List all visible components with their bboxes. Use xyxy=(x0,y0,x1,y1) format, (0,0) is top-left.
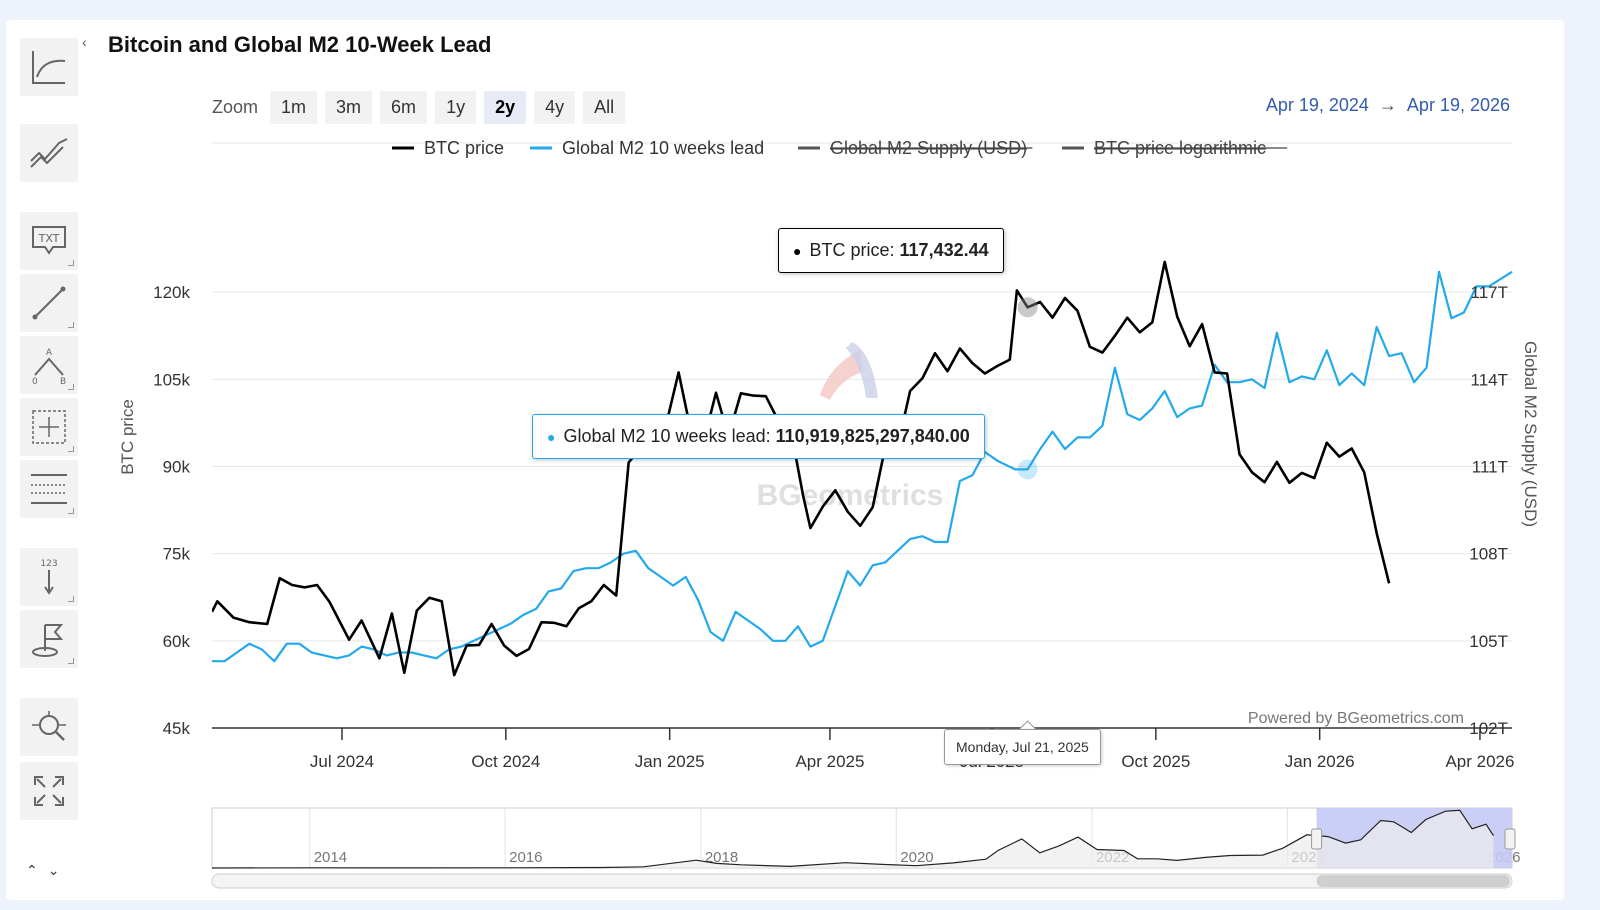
m2-tooltip: ● Global M2 10 weeks lead: 110,919,825,2… xyxy=(532,414,985,459)
x-tick-label: Oct 2024 xyxy=(471,752,540,771)
y-right-tick-label: 108T xyxy=(1469,545,1508,564)
text-annotation-button[interactable]: TXT xyxy=(20,212,78,270)
y-left-tick-label: 45k xyxy=(163,719,191,738)
navigator-label: 2020 xyxy=(900,849,933,866)
zoom-1y-button[interactable]: 1y xyxy=(435,90,477,124)
x-tick-label: Apr 2025 xyxy=(795,752,864,771)
vertical-counter-button[interactable]: 123 xyxy=(20,548,78,606)
x-axis-tooltip: Monday, Jul 21, 2025 xyxy=(944,729,1101,765)
x-tick-label: Oct 2025 xyxy=(1121,752,1190,771)
y-left-tick-label: 75k xyxy=(163,545,191,564)
abc-pattern-button[interactable]: A 0 B xyxy=(20,336,78,394)
svg-text:123: 123 xyxy=(40,559,57,569)
y-right-axis-title: Global M2 Supply (USD) xyxy=(1521,341,1540,527)
btc-price-line xyxy=(212,260,1391,677)
zoom-3m-button[interactable]: 3m xyxy=(325,90,373,124)
svg-text:0: 0 xyxy=(32,377,38,385)
toolbar-scroll-arrows[interactable]: ⌃⌄ xyxy=(26,862,69,879)
fibonacci-button[interactable] xyxy=(20,460,78,518)
collapse-toolbar-icon[interactable]: ‹ xyxy=(82,34,87,50)
zoom-pan-icon xyxy=(32,711,66,741)
x-tick-label: Jan 2026 xyxy=(1285,752,1355,771)
abc-pattern-icon: A 0 B xyxy=(32,348,66,385)
btc-tooltip-dot: ● xyxy=(793,243,802,259)
date-range: Apr 19, 2024 → Apr 19, 2026 xyxy=(1266,95,1510,116)
chevron-down-icon[interactable]: ⌄ xyxy=(47,862,70,878)
text-annotation-icon: TXT xyxy=(32,226,66,255)
btc-tooltip-label: BTC price: xyxy=(809,240,895,260)
legend-item[interactable]: Global M2 10 weeks lead xyxy=(562,138,764,158)
x-tick-label: Jan 2025 xyxy=(635,752,705,771)
m2-tooltip-value: 110,919,825,297,840.00 xyxy=(775,426,970,446)
zoom-4y-button[interactable]: 4y xyxy=(534,90,576,124)
scrollbar-track[interactable] xyxy=(211,873,1513,889)
btc-hover-halo xyxy=(1017,297,1038,318)
btc-tooltip-value: 117,432.44 xyxy=(899,240,989,260)
y-left-tick-label: 60k xyxy=(163,632,191,651)
vertical-counter-icon: 123 xyxy=(40,559,58,595)
y-right-tick-label: 105T xyxy=(1469,632,1508,651)
zoom-label: Zoom xyxy=(212,96,259,117)
zoom-all-button[interactable]: All xyxy=(583,90,626,124)
navigator-label: 2014 xyxy=(314,849,347,866)
navigator-handle-right[interactable] xyxy=(1504,828,1516,850)
scrollbar-thumb[interactable] xyxy=(1316,875,1510,887)
zoom-bar: Zoom 1m 3m 6m 1y 2y 4y All xyxy=(212,90,626,124)
zoom-pan-button[interactable] xyxy=(20,698,78,756)
navigator-handle-left[interactable] xyxy=(1311,828,1323,850)
y-right-tick-label: 117T xyxy=(1471,283,1509,302)
x-tick-label: Apr 2026 xyxy=(1445,752,1514,771)
navigator-label: 2018 xyxy=(705,849,738,866)
drawing-toolbar: TXT A 0 B xyxy=(20,38,78,888)
navigator-label: 2016 xyxy=(509,849,542,866)
zoom-6m-button[interactable]: 6m xyxy=(380,90,428,124)
measure-icon xyxy=(32,410,66,444)
flag-button[interactable] xyxy=(20,610,78,668)
chart-title: Bitcoin and Global M2 10-Week Lead xyxy=(108,32,492,57)
fullscreen-button[interactable] xyxy=(20,762,78,820)
y-left-tick-label: 105k xyxy=(153,370,190,389)
range-to-input[interactable]: Apr 19, 2026 xyxy=(1406,95,1510,115)
flag-icon xyxy=(32,624,64,657)
chart-card xyxy=(6,20,1564,900)
credit-text: Powered by BGeometrics.com xyxy=(1248,710,1464,727)
fibonacci-icon xyxy=(31,474,67,504)
x-tooltip-pointer xyxy=(1018,720,1037,731)
navigator-area xyxy=(212,810,1494,868)
line-tool-button[interactable] xyxy=(20,274,78,332)
range-arrow: → xyxy=(1378,95,1397,115)
compare-icon xyxy=(30,138,68,168)
y-left-tick-label: 120k xyxy=(153,283,190,302)
line-tool-icon xyxy=(32,286,66,320)
zoom-2y-button[interactable]: 2y xyxy=(484,90,527,124)
x-tick-label: Jul 2024 xyxy=(310,752,374,771)
y-left-axis-title: BTC price xyxy=(118,399,137,475)
compare-button[interactable] xyxy=(20,124,78,182)
zoom-1m-button[interactable]: 1m xyxy=(270,90,318,124)
legend-item[interactable]: BTC price xyxy=(424,138,504,158)
fullscreen-icon xyxy=(34,776,64,806)
m2-tooltip-label: Global M2 10 weeks lead: xyxy=(563,426,771,446)
y-left-tick-label: 90k xyxy=(163,458,191,477)
indicators-icon xyxy=(32,51,66,84)
y-right-tick-label: 111T xyxy=(1472,458,1508,477)
svg-text:TXT: TXT xyxy=(38,232,60,245)
m2-tooltip-dot: ● xyxy=(547,429,556,445)
m2-lead-line xyxy=(212,270,1513,663)
y-right-tick-label: 114T xyxy=(1471,370,1509,389)
btc-tooltip: ● BTC price: 117,432.44 xyxy=(778,228,1004,273)
svg-text:A: A xyxy=(46,348,53,358)
measure-button[interactable] xyxy=(20,398,78,456)
svg-text:B: B xyxy=(60,377,66,385)
navigator-line xyxy=(211,809,1495,869)
chevron-up-icon[interactable]: ⌃ xyxy=(26,862,48,878)
indicators-button[interactable] xyxy=(20,38,78,96)
watermark-text: BGeometrics xyxy=(757,479,944,512)
m2-hover-halo xyxy=(1017,459,1038,480)
range-from-input[interactable]: Apr 19, 2024 xyxy=(1265,95,1369,115)
